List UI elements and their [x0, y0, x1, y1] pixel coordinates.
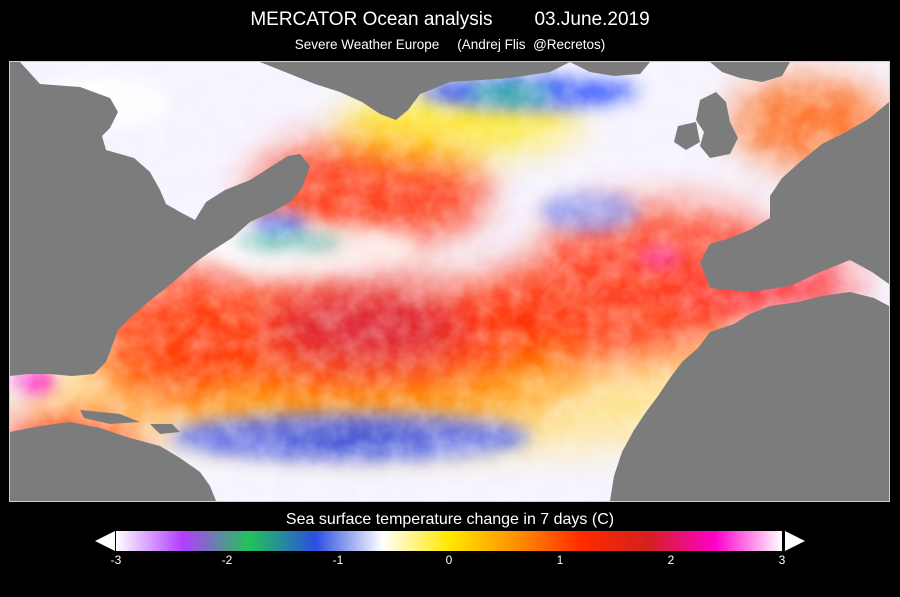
north-america	[10, 62, 310, 376]
cuba	[80, 410, 140, 424]
colorbar-title: Sea surface temperature change in 7 days…	[285, 511, 615, 528]
colorbar	[95, 531, 805, 551]
colorbar-scale	[116, 531, 782, 551]
sst-change-map	[9, 61, 890, 502]
land-masses	[10, 62, 889, 501]
colorbar-tick-label: 0	[445, 553, 453, 567]
ireland	[674, 122, 700, 150]
colorbar-tick-label: 2	[667, 553, 675, 567]
source-text: Severe Weather Europe	[294, 37, 440, 52]
colorbar-tick-label: 3	[778, 553, 786, 567]
map-title: MERCATOR Ocean analysis 03.June.2019	[0, 9, 900, 31]
colorbar-left-arrow	[95, 531, 115, 551]
europe-and-africa	[610, 62, 889, 501]
colorbar-right-arrow	[785, 531, 805, 551]
greenland	[260, 62, 570, 120]
colorbar-tick-label: -3	[110, 553, 122, 567]
iceland	[570, 62, 650, 76]
map-subtitle: Severe Weather Europe (Andrej Flis @Recre…	[0, 37, 900, 52]
title-date: 03.June.2019	[534, 9, 650, 30]
colorbar-tick-label: -1	[332, 553, 344, 567]
scandinavia	[710, 62, 790, 82]
colorbar-tick-label: -2	[221, 553, 233, 567]
hispaniola	[150, 424, 180, 434]
sst-map-svg	[10, 62, 889, 501]
great-britain	[696, 92, 738, 158]
title-text: MERCATOR Ocean analysis	[250, 9, 493, 30]
south-america	[10, 422, 216, 501]
credit-text: (Andrej Flis @Recretos)	[457, 37, 606, 52]
colorbar-tick-label: 1	[556, 553, 564, 567]
